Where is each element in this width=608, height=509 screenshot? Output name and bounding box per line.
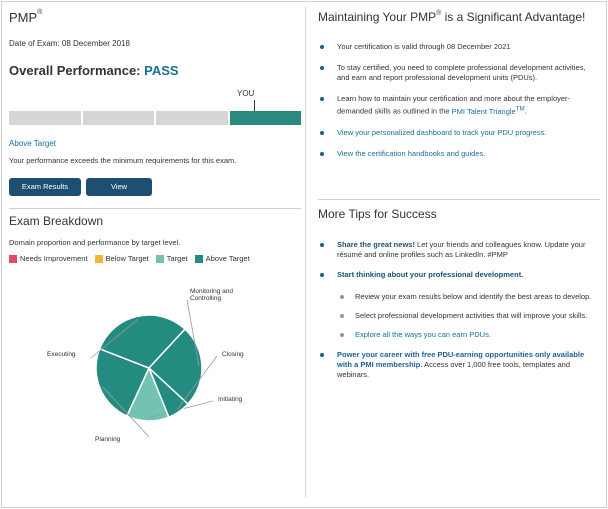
exam-results-pdf-button[interactable]: Exam Results PDF xyxy=(9,178,81,209)
pass-result: PASS xyxy=(144,63,179,78)
view-certificate-button[interactable]: View Certificate xyxy=(86,178,152,209)
pie-slice-executing xyxy=(98,314,187,369)
list-item-handbooks: View the certification handbooks and gui… xyxy=(318,149,600,159)
pdu-dashboard-link[interactable]: View your personalized dashboard to trac… xyxy=(337,127,547,137)
legend-item-target: Target xyxy=(155,254,188,263)
pie-slice-planning xyxy=(95,347,151,418)
exam-date: Date of Exam: 08 December 2018 xyxy=(9,39,130,48)
rating-description: Your performance exceeds the minimum req… xyxy=(9,156,237,165)
you-marker-line xyxy=(254,100,255,115)
legend-item-above-target: Above Target xyxy=(194,254,250,263)
overall-performance: Overall Performance: PASS xyxy=(9,63,179,78)
talent-triangle-link[interactable]: PMI Talent TriangleTM xyxy=(451,105,525,116)
pie-leader-line xyxy=(186,299,200,367)
membership-link[interactable]: Power your career with free PDU-earning … xyxy=(337,350,585,369)
list-item-validity: Your certification is valid through 08 D… xyxy=(318,42,600,52)
column-divider xyxy=(305,6,306,498)
performance-segment-3 xyxy=(156,111,228,125)
maintain-section: Maintaining Your PMP® is a Significant A… xyxy=(318,10,600,170)
exam-breakdown: Exam Breakdown Domain proportion and per… xyxy=(9,214,301,263)
tips-title: More Tips for Success xyxy=(318,207,437,221)
performance-segment-4 xyxy=(229,111,301,125)
tips-section: More Tips for Success Share the great ne… xyxy=(318,207,600,390)
rating-label: Above Target xyxy=(9,139,56,148)
legend-item-needs-improvement: Needs Improvement xyxy=(9,254,88,263)
list-item-dashboard: View your personalized dashboard to trac… xyxy=(318,128,600,138)
pie-leader-line xyxy=(90,318,139,359)
pie-leader-line xyxy=(102,386,150,438)
subtip-select: Select professional development activiti… xyxy=(337,311,600,321)
legend-swatch xyxy=(94,254,103,263)
pie-slice-closing xyxy=(148,367,189,419)
results-summary: PMP® Date of Exam: 08 December 2018 Over… xyxy=(9,9,301,209)
subtip-explore: Explore all the ways you can earn PDUs. xyxy=(337,330,600,340)
pie-leader-line xyxy=(177,355,218,410)
list-item-learn: Learn how to maintain your certification… xyxy=(318,94,600,117)
performance-segment-1 xyxy=(9,111,81,125)
performance-segment-2 xyxy=(82,111,154,125)
legend: Needs Improvement Below Target Target Ab… xyxy=(9,254,301,263)
legend-item-below-target: Below Target xyxy=(94,254,149,263)
section-divider xyxy=(9,208,301,209)
legend-swatch xyxy=(155,254,164,263)
pie-label-executing: Executing xyxy=(47,351,76,358)
pie-slice-monitoring-and-controlling xyxy=(147,328,203,406)
maintain-title: Maintaining Your PMP® is a Significant A… xyxy=(318,10,586,24)
pie-label-planning: Planning xyxy=(95,436,121,443)
breakdown-subtitle: Domain proportion and performance by tar… xyxy=(9,238,181,247)
you-marker-label: YOU xyxy=(237,89,255,98)
tip-share: Share the great news! Let your friends a… xyxy=(318,240,600,260)
tip-development: Start thinking about your professional d… xyxy=(318,270,600,340)
handbooks-link[interactable]: View the certification handbooks and gui… xyxy=(337,148,486,158)
list-item-stay-certified: To stay certified, you need to complete … xyxy=(318,63,600,83)
earn-pdus-link[interactable]: Explore all the ways you can earn PDUs. xyxy=(355,330,491,339)
pie-label-initiating: Initiating xyxy=(218,396,243,403)
tip-membership: Power your career with free PDU-earning … xyxy=(318,350,600,380)
legend-swatch xyxy=(194,254,203,263)
pie-label-closing: Closing xyxy=(222,351,244,358)
performance-bar: YOU xyxy=(9,89,301,127)
breakdown-title: Exam Breakdown xyxy=(9,214,104,228)
certification-title: PMP® xyxy=(9,9,43,25)
pie-label-monitoring-and-controlling: Monitoring and Controlling xyxy=(190,288,233,302)
legend-swatch xyxy=(9,254,17,263)
subtip-review: Review your exam results below and ident… xyxy=(337,292,600,302)
section-divider xyxy=(318,199,600,200)
domain-pie-chart: Initiating Planning Executing Monitoring an… xyxy=(47,288,244,443)
